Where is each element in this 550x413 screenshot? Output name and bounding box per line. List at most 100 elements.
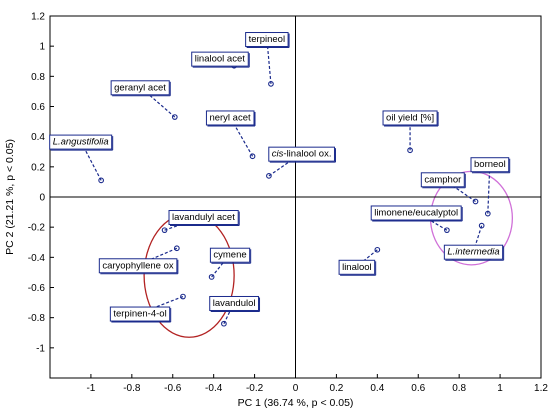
y-tick-label: 1.2 [31, 12, 45, 23]
x-tick-label: 0 [293, 383, 299, 394]
data-point [407, 147, 413, 154]
label-box [245, 32, 289, 48]
connector-line [442, 178, 476, 203]
label-text: oil yield [%] [386, 112, 434, 123]
data-point [221, 320, 227, 327]
x-tick-label: -0.8 [123, 383, 141, 394]
point-label: linalool [338, 259, 377, 276]
label-box [209, 247, 251, 263]
point-label: borneol [470, 157, 511, 174]
connector-line [223, 302, 235, 324]
label-text: limonene/eucalyptol [374, 207, 458, 218]
data-point [98, 177, 104, 184]
data-point [444, 227, 450, 234]
label-text: camphor [424, 174, 461, 185]
label-box [382, 110, 438, 126]
x-tick-label: -1 [86, 383, 95, 394]
point-label: terpinen-4-ol [109, 306, 172, 323]
y-tick-label: 0.6 [31, 102, 45, 113]
point-label: geranyl acet [110, 80, 171, 97]
data-point [472, 198, 479, 205]
point-label: lavandulyl acet [168, 210, 240, 227]
label-text: L.intermedia [447, 247, 499, 258]
label-text: L.angustifolia [53, 137, 109, 148]
label-box [370, 205, 462, 221]
label-text: lavandulyl acet [172, 212, 235, 223]
label-text: borneol [474, 159, 506, 170]
y-tick-label: 0.2 [31, 162, 45, 173]
label-box [209, 295, 260, 311]
y-tick-label: -0.8 [28, 313, 46, 324]
label-box [205, 110, 255, 126]
label-text: lavandulol [213, 298, 256, 309]
y-axis-title: PC 2 (21.21 %, p < 0.05) [4, 139, 16, 255]
x-tick-label: 1.2 [534, 383, 548, 394]
label-text: caryophyllene ox [102, 260, 174, 271]
y-tick-label: 0 [39, 193, 45, 204]
y-tick-label: 0.4 [31, 132, 45, 143]
x-tick-label: -0.4 [205, 383, 223, 394]
y-axis-ticks: -1 -0.8 -0.6 -0.4 -0.2 0 0.2 0.4 0.6 0.8 1 1.2 [28, 12, 54, 379]
x-tick-label: 0.6 [411, 383, 425, 394]
label-box [191, 51, 249, 67]
label-box [168, 210, 239, 226]
data-point [173, 245, 180, 252]
label-text: cymene [213, 250, 246, 261]
point-label: L.intermedia [443, 244, 505, 261]
label-text: neryl acet [209, 112, 251, 123]
point-label: terpineol [245, 32, 290, 49]
x-axis-ticks: -1 -0.8 -0.6 -0.4 -0.2 0 0.2 0.4 0.6 0.8 1 1.2 [49, 374, 548, 394]
point-label: limonene/eucalyptol [370, 205, 463, 222]
data-point [208, 274, 215, 280]
point-label: L.angustifolia [49, 134, 114, 151]
point-label: neryl acet [205, 110, 256, 127]
y-tick-label: 0.8 [31, 72, 45, 83]
point-label: lavandulol [209, 295, 261, 312]
label-box [443, 244, 504, 260]
label-text: geranyl acet [114, 82, 166, 93]
label-box [109, 306, 171, 322]
connector-line [268, 152, 302, 177]
data-point [266, 173, 272, 179]
label-text: linalool [342, 262, 372, 273]
label-text: terpinen-4-ol [113, 309, 166, 320]
point-label: linalool acet [191, 51, 250, 68]
point-label: oil yield [%] [382, 110, 439, 127]
label-box [338, 259, 376, 275]
point-label: cis-linalool ox. [268, 146, 336, 163]
data-point [249, 153, 256, 160]
label-box [98, 258, 178, 274]
y-tick-label: -1 [36, 343, 45, 354]
connector-line [139, 86, 176, 118]
data-point [268, 81, 274, 87]
data-point [484, 210, 491, 217]
label-text: terpineol [249, 34, 285, 45]
label-box [420, 172, 465, 188]
y-tick-label: -0.6 [28, 283, 46, 294]
label-box [110, 80, 170, 96]
point-label: caryophyllene ox [98, 258, 179, 275]
x-tick-label: -0.6 [164, 383, 182, 394]
point-label: camphor [420, 172, 466, 189]
x-tick-label: 0.8 [452, 383, 466, 394]
x-tick-label: 1 [497, 383, 503, 394]
label-box [268, 146, 335, 162]
y-tick-label: 1 [39, 42, 45, 53]
data-point [171, 114, 178, 120]
y-tick-label: -0.4 [28, 253, 46, 264]
x-tick-label: 0.2 [329, 383, 343, 394]
label-text: linalool acet [195, 54, 246, 65]
connector-line [139, 295, 184, 314]
label-box [49, 134, 113, 150]
label-box [470, 157, 510, 173]
data-point [161, 227, 168, 234]
x-tick-label: 0.4 [370, 383, 384, 394]
data-point [374, 246, 381, 253]
point-label: cymene [209, 247, 252, 264]
x-axis-title: PC 1 (36.74 %, p < 0.05) [238, 397, 354, 409]
y-tick-label: -0.2 [28, 223, 46, 234]
x-tick-label: -0.2 [246, 383, 264, 394]
data-point [180, 293, 186, 300]
